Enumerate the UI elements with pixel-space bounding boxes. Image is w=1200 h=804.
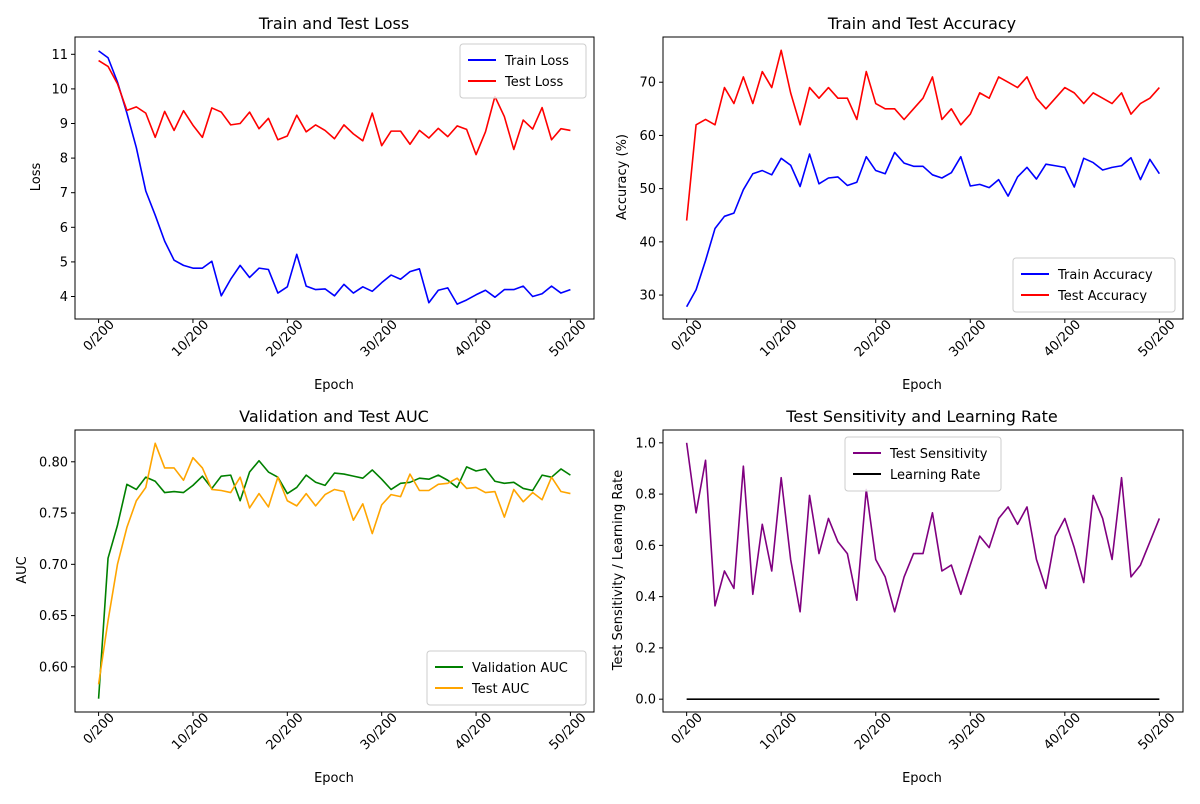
chart-title: Test Sensitivity and Learning Rate [785,407,1057,426]
legend-box [844,436,1002,492]
x-tick-label: 20/200 [264,710,307,753]
y-tick-label: 0.8 [635,488,656,503]
legend: Train Loss Test Loss [459,43,587,99]
series-line [685,442,1161,613]
plot-area [98,50,571,305]
legend-label: Train Accuracy [1057,268,1153,283]
x-tick-label: 40/200 [452,710,495,753]
legend: Test Sensitivity Learning Rate [844,436,1002,492]
x-tick-label: 10/200 [757,317,800,360]
y-tick-label: 0.75 [39,507,68,522]
y-tick-label: 0.4 [635,590,656,605]
x-tick-label: 50/200 [547,710,590,753]
axes-frame [74,429,595,713]
y-tick-label: 0.0 [635,693,656,708]
series-line [685,151,1161,308]
legend-label: Test AUC [471,682,529,697]
x-tick-label: 0/200 [81,317,118,354]
y-tick-label: 50 [639,182,656,197]
y-axis-label: Loss [29,163,44,192]
legend: Train Accuracy Test Accuracy [1012,257,1176,313]
subplot-accuracy: Train and Test Accuracy Epoch Accuracy (… [615,14,1184,393]
plot-area [685,49,1161,308]
y-tick-label: 0.6 [635,539,656,554]
x-tick-label: 50/200 [1136,710,1179,753]
legend-label: Train Loss [504,54,569,69]
x-axis-label: Epoch [902,378,942,393]
x-tick-label: 0/200 [81,710,118,747]
x-tick-label: 10/200 [169,710,212,753]
y-tick-label: 30 [639,289,656,304]
legend-label: Learning Rate [890,468,980,483]
x-tick-label: 30/200 [358,317,401,360]
x-tick-label: 30/200 [947,710,990,753]
legend-label: Validation AUC [472,661,568,676]
x-tick-label: 30/200 [947,317,990,360]
legend-box [426,650,587,706]
y-tick-label: 11 [51,48,68,63]
x-tick-label: 50/200 [547,317,590,360]
x-tick-label: 10/200 [757,710,800,753]
axes-frame [662,36,1184,320]
y-tick-label: 0.80 [39,455,68,470]
y-tick-label: 0.65 [39,609,68,624]
chart-title: Train and Test Accuracy [827,14,1016,33]
y-axis-label: Accuracy (%) [615,134,630,220]
y-tick-label: 0.60 [39,660,68,675]
series-line [98,59,571,156]
axes-frame [74,36,595,320]
legend-label: Test Sensitivity [889,447,988,462]
x-axis-label: Epoch [314,771,354,786]
subplot-auc: Validation and Test AUC Epoch AUC 0/200 1… [15,407,595,786]
y-tick-label: 70 [639,76,656,91]
x-axis-label: Epoch [902,771,942,786]
x-tick-label: 0/200 [669,317,706,354]
x-tick-label: 40/200 [1041,710,1084,753]
legend-label: Test Accuracy [1057,289,1147,304]
subplot-loss: Train and Test Loss Epoch Loss 0/200 10/2… [29,14,595,393]
subplot-sensitivity: Test Sensitivity and Learning Rate Epoch… [611,407,1184,786]
series-line [97,442,571,685]
plot-area [97,442,571,699]
y-axis-label: Test Sensitivity / Learning Rate [611,470,626,671]
y-tick-label: 9 [60,117,68,132]
y-tick-label: 6 [60,221,68,236]
chart-title: Validation and Test AUC [239,407,429,426]
x-tick-label: 40/200 [1041,317,1084,360]
chart-title: Train and Test Loss [258,14,409,33]
y-tick-label: 0.2 [635,641,656,656]
x-tick-label: 20/200 [852,710,895,753]
series-line [685,49,1160,221]
y-tick-label: 5 [60,255,68,270]
x-tick-label: 50/200 [1136,317,1179,360]
legend-box [1012,257,1176,313]
y-tick-label: 1.0 [635,436,656,451]
x-axis-label: Epoch [314,378,354,393]
x-tick-label: 30/200 [358,710,401,753]
y-axis-label: AUC [15,556,30,584]
series-line [97,459,571,699]
plot-area [685,442,1161,700]
y-tick-label: 40 [639,235,656,250]
legend-label: Test Loss [504,75,563,90]
series-line [98,50,571,305]
x-tick-label: 20/200 [264,317,307,360]
y-tick-label: 60 [639,129,656,144]
y-tick-label: 4 [60,290,68,305]
x-tick-label: 10/200 [169,317,212,360]
x-tick-label: 20/200 [852,317,895,360]
legend-box [459,43,587,99]
x-tick-label: 0/200 [669,710,706,747]
legend: Validation AUC Test AUC [426,650,587,706]
y-tick-label: 8 [60,152,68,167]
axes-frame [662,429,1184,713]
y-tick-label: 7 [60,186,68,201]
y-tick-label: 0.70 [39,558,68,573]
x-tick-label: 40/200 [452,317,495,360]
y-tick-label: 10 [51,82,68,97]
